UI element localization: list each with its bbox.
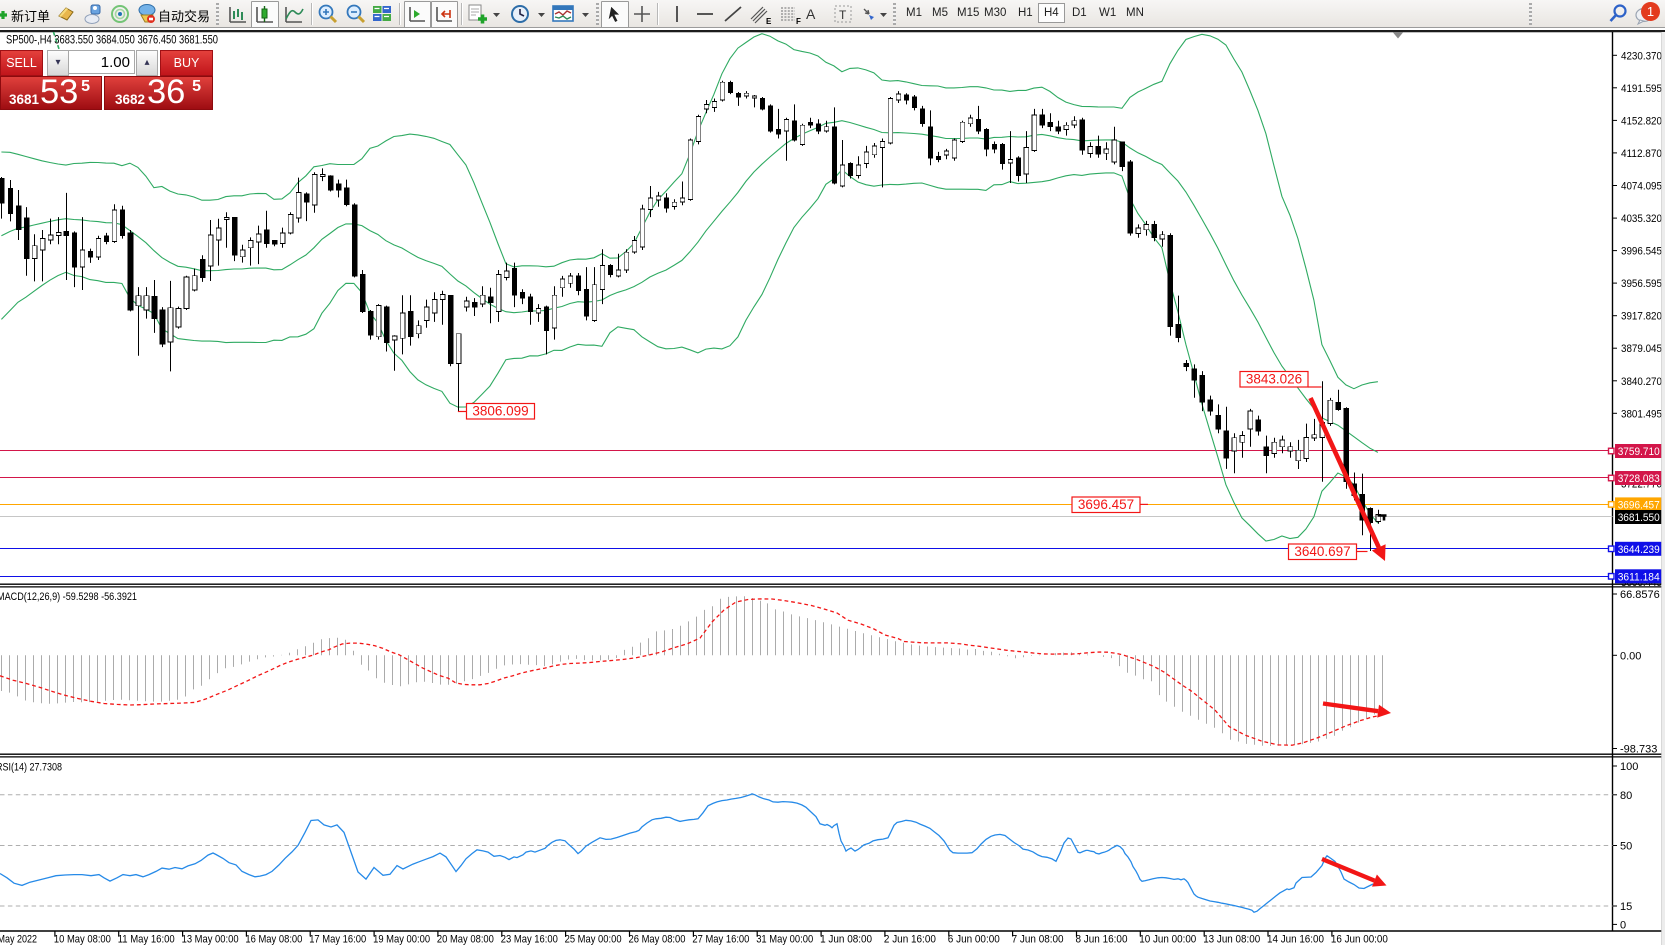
svg-text:0: 0 — [1620, 919, 1626, 931]
svg-text:11 May 16:00: 11 May 16:00 — [118, 934, 175, 945]
svg-text:3759.710: 3759.710 — [1618, 446, 1660, 458]
svg-text:100: 100 — [1620, 761, 1638, 773]
svg-text:F: F — [796, 17, 801, 26]
svg-text:19 May 00:00: 19 May 00:00 — [373, 934, 430, 945]
svg-text:4191.595: 4191.595 — [1621, 83, 1662, 95]
svg-text:3843.026: 3843.026 — [1246, 372, 1302, 387]
svg-text:8 Jun 16:00: 8 Jun 16:00 — [1076, 934, 1128, 945]
svg-text:50: 50 — [1620, 841, 1632, 853]
svg-text:9 May 2022: 9 May 2022 — [0, 934, 37, 945]
svg-text:4074.095: 4074.095 — [1621, 181, 1662, 193]
svg-text:SP500-,H4 3683.550 3684.050 3: SP500-,H4 3683.550 3684.050 3676.450 368… — [6, 33, 218, 47]
svg-text:16 May 08:00: 16 May 08:00 — [245, 934, 302, 945]
svg-text:10 Jun 00:00: 10 Jun 00:00 — [1139, 934, 1196, 945]
svg-text:10 May 08:00: 10 May 08:00 — [54, 934, 111, 945]
svg-text:4230.370: 4230.370 — [1621, 50, 1662, 62]
svg-text:3644.239: 3644.239 — [1618, 544, 1660, 556]
svg-text:3879.045: 3879.045 — [1621, 343, 1662, 355]
svg-text:25 May 00:00: 25 May 00:00 — [565, 934, 622, 945]
svg-text:MACD(12,26,9) -59.5298 -56.392: MACD(12,26,9) -59.5298 -56.3921 — [0, 591, 137, 603]
svg-text:80: 80 — [1620, 790, 1632, 802]
svg-text:3640.697: 3640.697 — [1294, 544, 1350, 559]
svg-text:-98.733: -98.733 — [1620, 744, 1657, 756]
svg-text:4035.320: 4035.320 — [1621, 213, 1662, 225]
svg-text:31 May 00:00: 31 May 00:00 — [756, 934, 813, 945]
svg-text:3611.184: 3611.184 — [1618, 571, 1660, 583]
svg-text:3806.099: 3806.099 — [472, 404, 528, 419]
svg-text:23 May 16:00: 23 May 16:00 — [501, 934, 558, 945]
svg-text:7 Jun 08:00: 7 Jun 08:00 — [1012, 934, 1064, 945]
svg-text:3996.545: 3996.545 — [1621, 246, 1662, 258]
svg-text:17 May 16:00: 17 May 16:00 — [309, 934, 366, 945]
svg-text:1 Jun 08:00: 1 Jun 08:00 — [820, 934, 872, 945]
svg-text:27 May 16:00: 27 May 16:00 — [692, 934, 749, 945]
svg-text:20 May 08:00: 20 May 08:00 — [437, 934, 494, 945]
svg-text:3696.457: 3696.457 — [1618, 499, 1660, 511]
svg-text:3956.595: 3956.595 — [1621, 278, 1662, 290]
svg-text:T: T — [839, 8, 847, 22]
svg-text:3728.083: 3728.083 — [1618, 473, 1660, 485]
svg-text:3696.457: 3696.457 — [1078, 497, 1134, 512]
svg-text:4152.820: 4152.820 — [1621, 115, 1662, 127]
svg-text:3840.270: 3840.270 — [1621, 376, 1662, 388]
svg-text:3681.550: 3681.550 — [1618, 512, 1660, 524]
svg-text:E: E — [766, 17, 772, 26]
svg-text:26 May 08:00: 26 May 08:00 — [629, 934, 686, 945]
svg-text:4112.870: 4112.870 — [1621, 148, 1662, 160]
svg-text:66.8576: 66.8576 — [1620, 589, 1660, 601]
svg-text:RSI(14) 27.7308: RSI(14) 27.7308 — [0, 762, 62, 774]
svg-text:13 May 00:00: 13 May 00:00 — [182, 934, 239, 945]
svg-text:14 Jun 16:00: 14 Jun 16:00 — [1267, 934, 1324, 945]
svg-text:3801.495: 3801.495 — [1621, 408, 1662, 420]
svg-text:15: 15 — [1620, 901, 1632, 913]
svg-text:6 Jun 00:00: 6 Jun 00:00 — [948, 934, 1000, 945]
svg-text:0.00: 0.00 — [1620, 650, 1641, 662]
svg-text:2 Jun 16:00: 2 Jun 16:00 — [884, 934, 936, 945]
svg-text:16 Jun 00:00: 16 Jun 00:00 — [1331, 934, 1388, 945]
svg-text:13 Jun 08:00: 13 Jun 08:00 — [1203, 934, 1260, 945]
svg-text:3917.820: 3917.820 — [1621, 311, 1662, 323]
